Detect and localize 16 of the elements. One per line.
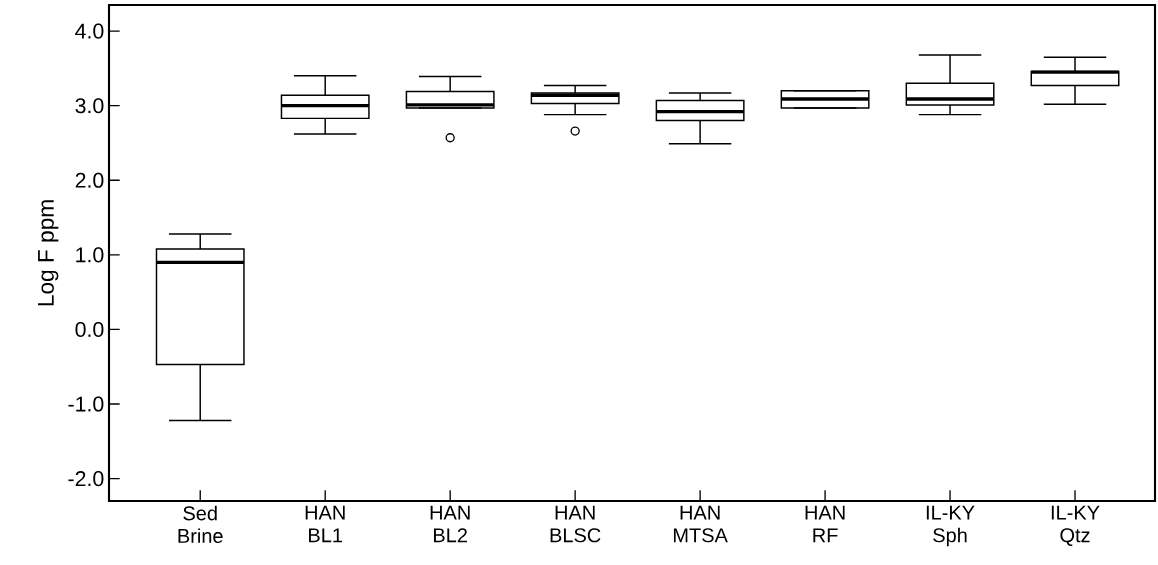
y-tick-label: -2.0 — [68, 471, 104, 487]
y-tick-label: 1.0 — [76, 247, 104, 263]
y-tick-label: 0.0 — [75, 321, 104, 337]
x-tick-label: HAN BL1 — [305, 505, 345, 543]
x-tick-label: HAN BL2 — [430, 505, 470, 543]
x-tick-label: IL-KY Qtz — [1051, 505, 1100, 546]
y-tick-label: -1.0 — [68, 396, 104, 412]
x-tick-label: HAN MTSA — [673, 505, 728, 543]
x-tick-label: HAN RF — [805, 505, 845, 543]
x-tick-label: HAN BLSC — [550, 505, 601, 543]
y-tick-label: 3.0 — [75, 98, 104, 114]
y-axis-title: Log F ppm — [38, 200, 59, 306]
x-tick-label: Sed Brine — [178, 505, 223, 544]
y-tick-label: 2.0 — [75, 172, 104, 188]
y-tick-label: 4.0 — [75, 23, 104, 39]
x-tick-label: IL-KY Sph — [926, 505, 975, 547]
